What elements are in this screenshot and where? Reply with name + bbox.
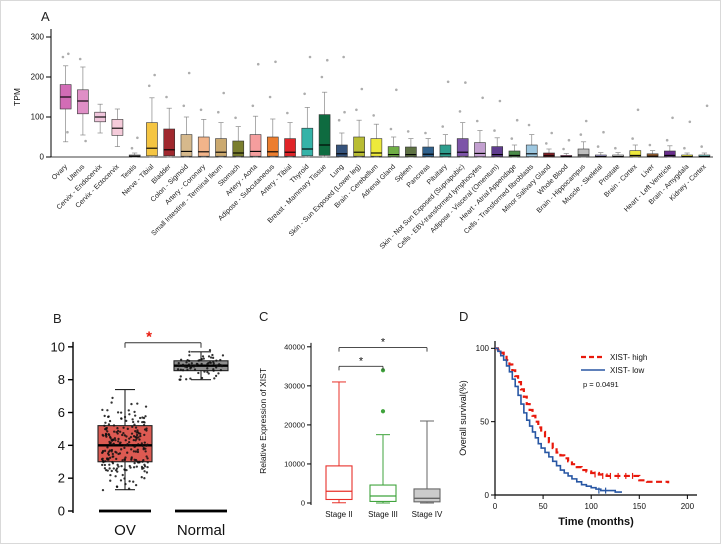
svg-text:50: 50 — [539, 502, 548, 511]
svg-text:OV: OV — [114, 522, 136, 539]
svg-text:8: 8 — [58, 372, 65, 387]
svg-text:Overall survival(%): Overall survival(%) — [458, 380, 468, 456]
svg-text:20000: 20000 — [284, 421, 305, 430]
panel-c: 0 10000 20000 30000 40000 Relative Expression… — [253, 311, 459, 543]
svg-text:10: 10 — [51, 339, 65, 354]
svg-text:0: 0 — [485, 491, 490, 500]
svg-text:*: * — [146, 329, 152, 346]
svg-text:6: 6 — [58, 405, 65, 420]
svg-text:100: 100 — [585, 502, 599, 511]
svg-text:Stage IV: Stage IV — [412, 510, 443, 519]
svg-text:50: 50 — [480, 417, 489, 426]
svg-text:100: 100 — [476, 344, 490, 353]
axis-y: 0 2 4 6 8 10 — [51, 339, 74, 519]
axis-y: 0 10000 20000 30000 40000 Relative Expression… — [258, 342, 312, 508]
svg-text:0: 0 — [58, 504, 65, 519]
svg-text:30000: 30000 — [284, 381, 305, 390]
svg-text:300: 300 — [31, 33, 45, 42]
svg-text:200: 200 — [681, 502, 695, 511]
svg-text:TPM: TPM — [12, 88, 22, 106]
svg-text:*: * — [381, 337, 386, 349]
legend: XIST- high XIST- low p = 0.0491 — [581, 353, 647, 389]
panel-a: 0 100 200 300 TPM Ovary Uterus Cervix - Endocer… — [7, 7, 719, 303]
panel-a-label: A — [41, 9, 50, 24]
svg-text:Relative Expression of XIST: Relative Expression of XIST — [258, 368, 268, 474]
panel-d-label: D — [459, 309, 469, 324]
svg-text:200: 200 — [31, 73, 45, 82]
axes: 0 50 100 150 200 0 50 100 Time (months) Overall s… — [458, 341, 697, 528]
svg-text:0: 0 — [493, 502, 498, 511]
svg-text:40000: 40000 — [284, 342, 305, 351]
svg-text:0: 0 — [301, 499, 305, 508]
panel-b: 0 2 4 6 8 10 OV Normal * — [29, 315, 253, 543]
panel-c-label: C — [259, 309, 269, 324]
svg-text:p = 0.0491: p = 0.0491 — [583, 380, 619, 389]
svg-text:Stage III: Stage III — [368, 510, 398, 519]
svg-text:150: 150 — [633, 502, 647, 511]
svg-text:XIST- high: XIST- high — [610, 353, 647, 362]
svg-text:*: * — [359, 355, 364, 367]
svg-text:2: 2 — [58, 471, 65, 486]
group-boxes: OV Normal — [97, 348, 229, 539]
svg-text:0: 0 — [40, 153, 45, 162]
ov-vs-normal-boxplot: 0 2 4 6 8 10 OV Normal * — [51, 329, 229, 539]
survival-curve-chart: 0 50 100 150 200 0 50 100 Time (months) Overall s… — [458, 341, 697, 528]
svg-text:Normal: Normal — [177, 522, 225, 539]
svg-text:Time (months): Time (months) — [558, 516, 634, 528]
svg-text:10000: 10000 — [284, 460, 305, 469]
svg-text:Stage II: Stage II — [325, 510, 353, 519]
svg-text:100: 100 — [31, 113, 45, 122]
survival-series — [495, 347, 670, 494]
significance-brackets: ** — [338, 337, 428, 371]
svg-text:4: 4 — [58, 438, 65, 453]
axis-y: 0 100 200 300 TPM — [12, 29, 52, 162]
stage-boxes: Stage II Stage III Stage IV — [325, 368, 443, 519]
significance-bracket: * — [124, 329, 202, 348]
svg-text:XIST- low: XIST- low — [610, 366, 644, 375]
panel-b-label: B — [53, 311, 62, 326]
panel-d: 0 50 100 150 200 0 50 100 Time (months) Overall s… — [453, 311, 715, 543]
stage-expression-boxplot: 0 10000 20000 30000 40000 Relative Expression… — [258, 337, 443, 519]
